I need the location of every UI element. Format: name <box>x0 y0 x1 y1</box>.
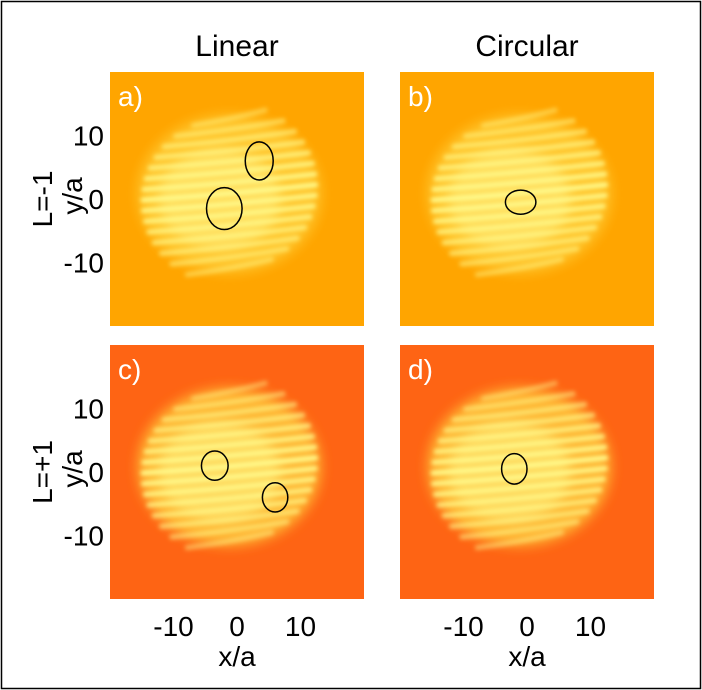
vortex-marker <box>205 186 243 231</box>
vortex-marker <box>504 189 537 215</box>
intensity-map <box>137 107 321 278</box>
x-tick-label: 10 <box>575 611 606 642</box>
vortex-marker <box>261 482 289 513</box>
panel-c: c) <box>110 345 364 599</box>
y-tick-label: 0 <box>88 184 104 215</box>
x-tick-label: 0 <box>229 611 245 642</box>
y-axis-label-bottom: y/a <box>57 450 88 488</box>
y-tick-labels-bottom: 10 0 -10 <box>64 394 104 552</box>
x-axis-label-left: x/a <box>218 641 256 672</box>
x-tick-label: 10 <box>285 611 316 642</box>
interference-fringes <box>140 380 319 551</box>
panel-b: b) <box>400 72 654 326</box>
y-tick-label: 10 <box>73 121 104 152</box>
intensity-map <box>427 107 611 278</box>
panel-label-d: d) <box>408 354 433 385</box>
y-tick-label: 10 <box>73 394 104 425</box>
row-label-l-plus-1: L=+1 <box>27 440 58 504</box>
panel-label-b: b) <box>408 81 433 112</box>
interference-fringes <box>140 107 319 278</box>
x-tick-label: -10 <box>443 611 483 642</box>
column-title-circular: Circular <box>475 30 578 63</box>
vortex-marker <box>200 450 229 482</box>
y-tick-labels-top: 10 0 -10 <box>64 121 104 279</box>
panel-label-c: c) <box>118 354 141 385</box>
y-tick-label: 0 <box>88 457 104 488</box>
row-label-l-minus-1: L=-1 <box>27 171 58 228</box>
vortex-marker <box>500 452 528 485</box>
column-title-linear: Linear <box>195 30 278 63</box>
x-tick-label: -10 <box>153 611 193 642</box>
vortex-marker <box>244 141 274 181</box>
panel-a: a) <box>110 72 364 326</box>
intensity-map <box>137 380 321 551</box>
y-tick-label: -10 <box>64 248 104 279</box>
panel-label-a: a) <box>118 81 143 112</box>
x-tick-labels-right: -10 0 10 <box>443 611 606 642</box>
x-axis-label-right: x/a <box>508 641 546 672</box>
panel-d: d) <box>400 345 654 599</box>
x-tick-label: 0 <box>519 611 535 642</box>
interference-fringes <box>430 380 609 551</box>
y-tick-label: -10 <box>64 521 104 552</box>
intensity-map <box>427 380 611 551</box>
y-axis-label-top: y/a <box>57 177 88 215</box>
x-tick-labels-left: -10 0 10 <box>153 611 316 642</box>
